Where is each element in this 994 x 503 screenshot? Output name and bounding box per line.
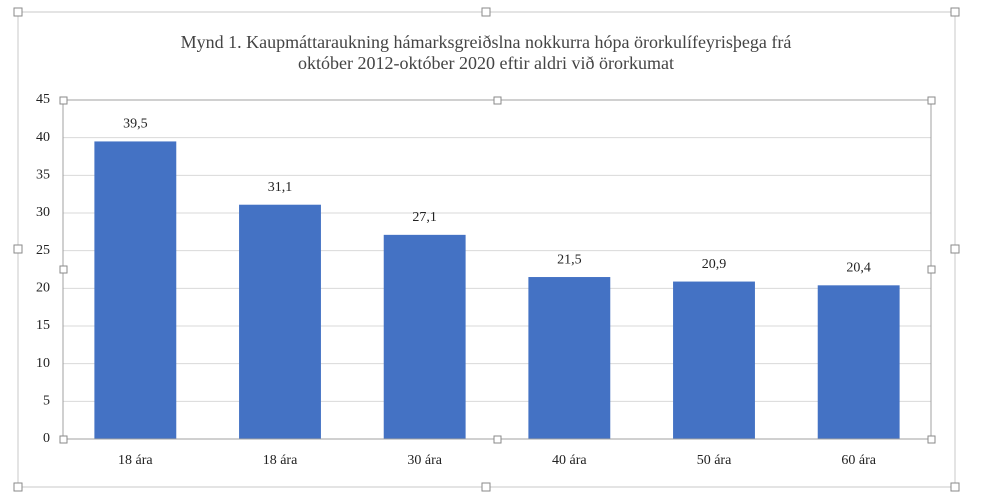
data-label: 27,1 [412, 210, 437, 225]
handle [927, 265, 936, 274]
data-label: 21,5 [557, 252, 582, 267]
x-tick-label: 40 ára [552, 453, 587, 468]
bar [94, 141, 177, 439]
y-tick-label: 30 [36, 205, 50, 220]
handle [950, 7, 960, 17]
handle [950, 244, 960, 254]
y-tick-label: 20 [36, 281, 50, 296]
y-tick-label: 40 [36, 130, 50, 145]
bar [817, 285, 900, 439]
bar [239, 204, 321, 439]
x-tick-label: 18 ára [263, 453, 298, 468]
chart-title: Mynd 1. Kaupmáttaraukning hámarksgreiðsl… [181, 32, 792, 52]
handle [927, 435, 936, 444]
handle [59, 435, 68, 444]
y-tick-label: 45 [36, 92, 50, 107]
y-tick-label: 35 [36, 168, 50, 183]
y-tick-label: 10 [36, 356, 50, 371]
data-label: 20,4 [846, 261, 871, 276]
bar [673, 281, 755, 439]
x-tick-label: 60 ára [841, 453, 876, 468]
handle [13, 482, 23, 492]
selection-handles [13, 7, 960, 492]
data-label: 39,5 [123, 117, 148, 132]
handle [493, 96, 502, 105]
data-label: 20,9 [702, 257, 727, 272]
x-tick-label: 50 ára [697, 453, 732, 468]
plot-area: 0 5 10 15 20 25 30 35 40 45 18 ára 39,5 18 ára 31,1 30… [36, 92, 931, 468]
handle [13, 244, 23, 254]
bar [528, 277, 611, 439]
bar [383, 234, 466, 439]
handle [493, 435, 502, 444]
y-tick-label: 15 [36, 318, 50, 333]
handle [950, 482, 960, 492]
handle [13, 7, 23, 17]
handle [927, 96, 936, 105]
handle [59, 96, 68, 105]
y-tick-label: 25 [36, 243, 50, 258]
handle [481, 482, 491, 492]
handle [59, 265, 68, 274]
x-tick-label: 30 ára [407, 453, 442, 468]
x-tick-label: 18 ára [118, 453, 153, 468]
chart-title: október 2012-október 2020 eftir aldri vi… [298, 53, 674, 73]
y-tick-label: 0 [43, 431, 50, 446]
plot-frame [62, 99, 932, 440]
handle [481, 7, 491, 17]
data-label: 31,1 [268, 180, 293, 195]
y-tick-label: 5 [43, 394, 50, 409]
